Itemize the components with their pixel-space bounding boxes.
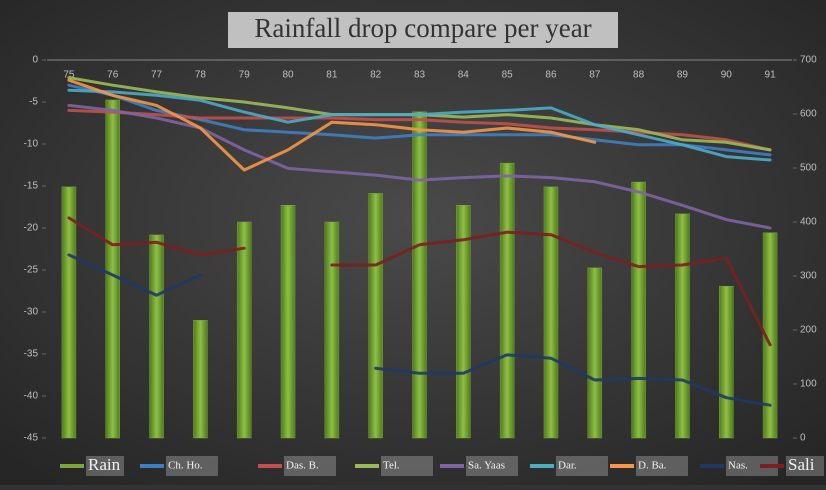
bar [631,181,646,439]
legend-label-box [786,456,824,476]
x-tick-label: 86 [545,70,557,81]
y2-tick-label: 200 [800,325,817,336]
y2-tick-label: 700 [800,55,817,66]
legend-label-box [86,456,124,476]
x-tick-label: 77 [151,70,163,81]
x-tick-label: 76 [107,70,119,81]
y-tick-label: -30 [24,307,39,318]
y-tick-label: -45 [24,433,39,444]
bar [675,213,690,439]
legend-label: Nas. [728,460,748,472]
y-tick-label: -20 [24,223,39,234]
legend-label: Rain [88,455,121,474]
bar [236,221,252,439]
y-tick-label: -40 [24,391,39,402]
y-tick-label: -15 [24,181,39,192]
line [67,253,772,407]
x-tick-label: 91 [765,70,777,81]
line [67,88,772,162]
legend-label: Sa. Yaas [468,460,505,472]
legend-label: Dar. [558,460,577,472]
x-tick-label: 75 [63,70,75,81]
legend-label: D. Ba. [638,460,667,472]
legend-label: Sali [788,455,815,474]
legend-label-box [726,456,778,476]
chart-title: Rainfall drop compare per year [254,13,591,43]
x-tick-label: 79 [239,70,251,81]
legend-label-box [284,456,336,476]
x-tick-label: 82 [370,70,382,81]
title-box [228,12,618,48]
x-tick-label: 89 [677,70,689,81]
y2-tick-label: 600 [800,109,817,120]
y-tick-label: -35 [24,349,39,360]
x-tick-label: 90 [721,70,733,81]
y2-tick-label: 500 [800,163,817,174]
bar [61,186,77,439]
x-tick-label: 81 [326,70,338,81]
bar [105,99,120,439]
y2-tick-label: 0 [800,433,806,444]
legend-label-box [166,456,218,476]
line [67,78,597,172]
bar [280,205,296,439]
legend-label-box [556,456,608,476]
bar [368,193,383,439]
x-tick-label: 87 [589,70,601,81]
y-tick-label: -5 [29,97,38,108]
y-tick-label: -25 [24,265,39,276]
legend-label-box [466,456,518,476]
x-tick-label: 78 [195,70,207,81]
x-tick-label: 83 [414,70,426,81]
bar [456,205,471,439]
bar [719,286,734,439]
bar [762,232,778,439]
x-tick-label: 84 [458,70,470,81]
line [67,103,772,230]
x-tick-label: 88 [633,70,645,81]
y-tick-label: 0 [32,55,38,66]
y2-tick-label: 300 [800,271,817,282]
y-tick-label: -10 [24,139,39,150]
legend-label: Tel. [383,460,400,472]
legend-label-box [381,456,433,476]
y2-tick-label: 100 [800,379,817,390]
bar [499,162,515,439]
legend-label: Ch. Ho. [168,460,203,472]
line [67,216,772,347]
bar [412,111,427,439]
bar [587,267,603,439]
y2-tick-label: 400 [800,217,817,228]
legend-label-box [636,456,688,476]
x-tick-label: 80 [282,70,294,81]
bar [193,320,208,439]
x-tick-label: 85 [502,70,514,81]
bar [324,221,340,439]
legend-label: Das. B. [286,460,319,472]
bar [149,234,164,439]
bar [543,186,559,439]
